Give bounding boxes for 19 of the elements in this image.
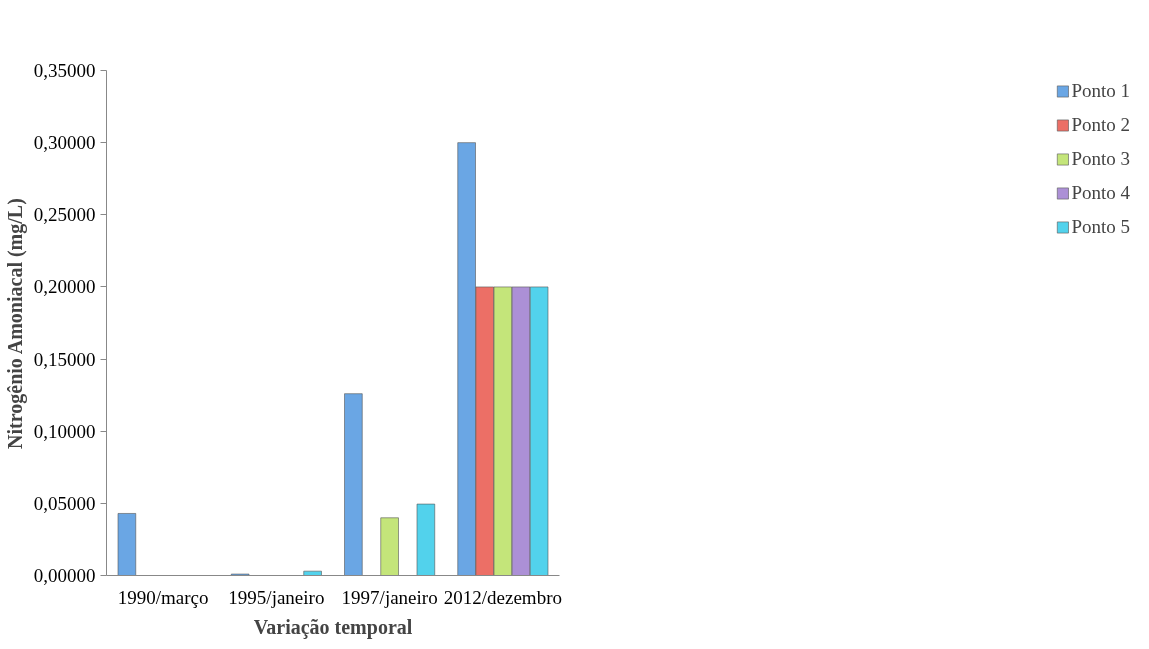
x-tick-label: 1990/março <box>117 586 209 608</box>
y-tick-label: 0,25000 <box>33 204 96 226</box>
x-tick-label: 1997/janeiro <box>341 586 438 608</box>
y-tick-label: 0,35000 <box>33 60 96 81</box>
y-tick-label: 0,30000 <box>33 132 96 154</box>
legend-label: Ponto 4 <box>1071 182 1130 204</box>
legend-label: Ponto 1 <box>1071 80 1130 102</box>
y-tick-label: 0,10000 <box>33 420 96 442</box>
y-tick-label: 0,00000 <box>33 565 96 586</box>
y-tick-label: 0,15000 <box>33 348 96 370</box>
legend-label: Ponto 5 <box>1071 216 1130 238</box>
legend-label: Ponto 2 <box>1071 114 1130 136</box>
x-tick-label: 2012/dezembro <box>443 586 562 608</box>
y-tick-label: 0,20000 <box>33 276 96 298</box>
legend-label: Ponto 3 <box>1071 148 1130 170</box>
x-axis-title: Variação temporal <box>253 615 413 639</box>
x-tick-label: 1995/janeiro <box>228 586 325 608</box>
y-axis-title: Nitrogênio Amoniacal (mg/L) <box>3 198 27 449</box>
y-tick-label: 0,05000 <box>33 492 96 514</box>
